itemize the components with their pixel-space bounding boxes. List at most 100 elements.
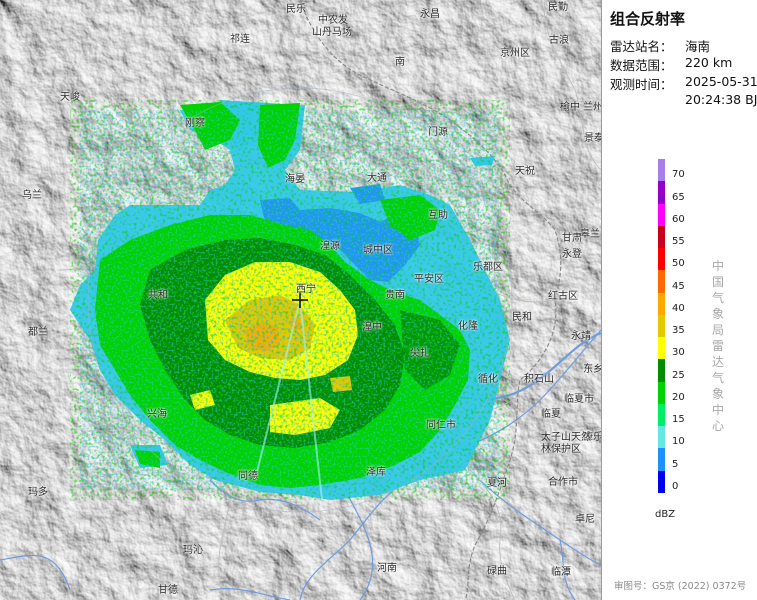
colorbar-segment (658, 203, 665, 227)
place-label: 永昌 (420, 9, 440, 20)
place-label: 合作市 (548, 477, 578, 488)
place-label: 泽库 (366, 467, 386, 478)
place-label: 榆中 (560, 102, 580, 113)
place-label: 海晏 (285, 174, 305, 185)
place-label: 玛多 (28, 487, 48, 498)
colorbar-tick-label: 0 (672, 481, 679, 492)
colorbar-segment (658, 403, 665, 427)
place-label: 京州区 (500, 48, 530, 59)
place-label: 景泰 (584, 133, 602, 144)
colorbar-segment (658, 426, 665, 449)
place-label: 永靖 (571, 331, 591, 342)
place-label: 民勤 (548, 2, 568, 13)
colorbar-tick-label: 55 (672, 236, 685, 248)
radar-map[interactable]: 民乐 中农发 山丹马场 永昌 民勤 祁连 门源 天峻 刚察 海晏 大通 互助 湟… (0, 0, 602, 600)
place-label: 贵南 (385, 290, 405, 301)
colorbar-tick-label: 35 (672, 325, 685, 337)
place-label: 湟中 (362, 322, 382, 333)
colorbar-tick-label: 50 (672, 258, 685, 270)
place-label: 积石山 (524, 374, 554, 385)
radar-station-marker[interactable] (292, 292, 308, 308)
colorbar-segment (658, 225, 665, 249)
place-label: 乐都区 (473, 262, 503, 273)
station-value: 海南 (685, 39, 711, 54)
place-label: 天祝 (515, 166, 535, 177)
place-label: 同仁市 (426, 420, 456, 431)
place-label: 甘肃 (562, 233, 582, 244)
place-label: 碌曲 (487, 566, 507, 577)
time-label: 观测时间： (610, 77, 673, 92)
place-label: 民乐 (286, 4, 306, 15)
radial-artifacts (254, 299, 323, 501)
place-label: 山丹马场 (312, 27, 352, 38)
dbz-colorbar (658, 159, 665, 494)
place-label: 太子山天然林保护区 (541, 432, 591, 455)
colorbar-segment (658, 470, 665, 494)
station-label: 雷达站名： (610, 39, 673, 54)
echo-speckle-cyan (80, 110, 500, 490)
place-label: 河南 (377, 563, 397, 574)
dbz-unit-label: dBZ (655, 509, 676, 520)
place-label: 门源 (428, 127, 448, 138)
place-label: 祁连 (230, 34, 250, 45)
place-label: 夏河 (487, 478, 507, 489)
time-date: 2025-05-31 (685, 74, 757, 89)
place-label: 共和 (148, 290, 168, 301)
colorbar-tick-label: 60 (672, 213, 685, 225)
colorbar-tick-label: 20 (672, 391, 685, 403)
place-label: 大通 (367, 173, 387, 184)
map-terrain (0, 0, 601, 600)
province-boundary (299, 0, 562, 600)
place-label: 都兰 (28, 327, 48, 338)
place-label: 红古区 (548, 291, 578, 302)
place-label: 南 (395, 57, 405, 68)
colorbar-segment (658, 181, 665, 205)
place-label: 乌兰 (22, 190, 42, 201)
colorbar-segment (658, 270, 665, 294)
place-label: 兴海 (147, 409, 167, 420)
place-label: 城中区 (363, 245, 393, 256)
place-label: 临潭 (551, 567, 571, 578)
range-ring (87, 87, 513, 513)
place-label: 古浪 (549, 35, 569, 46)
colorbar-tick-label: 5 (672, 458, 679, 470)
colorbar-segment (658, 337, 665, 360)
place-label: 东乡 (583, 364, 602, 375)
colorbar-segment (658, 292, 665, 316)
place-label: 永登 (562, 249, 582, 260)
place-label: 循化 (478, 374, 498, 385)
colorbar-tick-label: 70 (672, 169, 685, 181)
colorbar-segment (658, 159, 665, 182)
time-clock: 20:24:38 BJT (685, 92, 757, 107)
colorbar-tick-label: 25 (672, 369, 685, 381)
place-label: 西宁 (296, 284, 316, 295)
place-label: 天峻 (60, 92, 80, 103)
place-label: 皋兰 (580, 229, 600, 240)
range-row: 数据范围： 220 km (610, 55, 732, 74)
place-label: 平安区 (414, 274, 444, 285)
colorbar-tick-label: 30 (672, 347, 685, 359)
place-label: 湟源 (320, 241, 340, 252)
place-label: 甘德 (158, 585, 178, 596)
colorbar-segment (658, 381, 665, 405)
map-approval-number: 审图号：GS京 (2022) 0372号 (614, 581, 747, 592)
place-label: 中农发 (318, 15, 348, 26)
place-label: 民和 (512, 312, 532, 323)
colorbar-tick-label: 10 (672, 436, 685, 448)
place-label: 康乐 (583, 432, 602, 443)
colorbar-segment (658, 314, 665, 338)
info-panel: 组合反射率 雷达站名： 海南 数据范围： 220 km 观测时间： 2025-0… (602, 0, 757, 600)
place-label: 玛沁 (183, 545, 203, 556)
colorbar-tick-label: 15 (672, 414, 685, 426)
colorbar-segment (658, 359, 665, 383)
agency-vertical-text: 中国气象局雷达气象中心 (712, 259, 725, 433)
product-title: 组合反射率 (610, 10, 686, 28)
place-label: 临夏 (541, 409, 561, 420)
station-row: 雷达站名： 海南 (610, 36, 710, 55)
place-label: 兰州 (583, 102, 602, 113)
time-row: 观测时间： 2025-05-31 (610, 74, 757, 93)
range-label: 数据范围： (610, 58, 673, 73)
place-label: 化隆 (458, 321, 478, 332)
colorbar-segment (658, 448, 665, 472)
colorbar-segment (658, 248, 665, 271)
